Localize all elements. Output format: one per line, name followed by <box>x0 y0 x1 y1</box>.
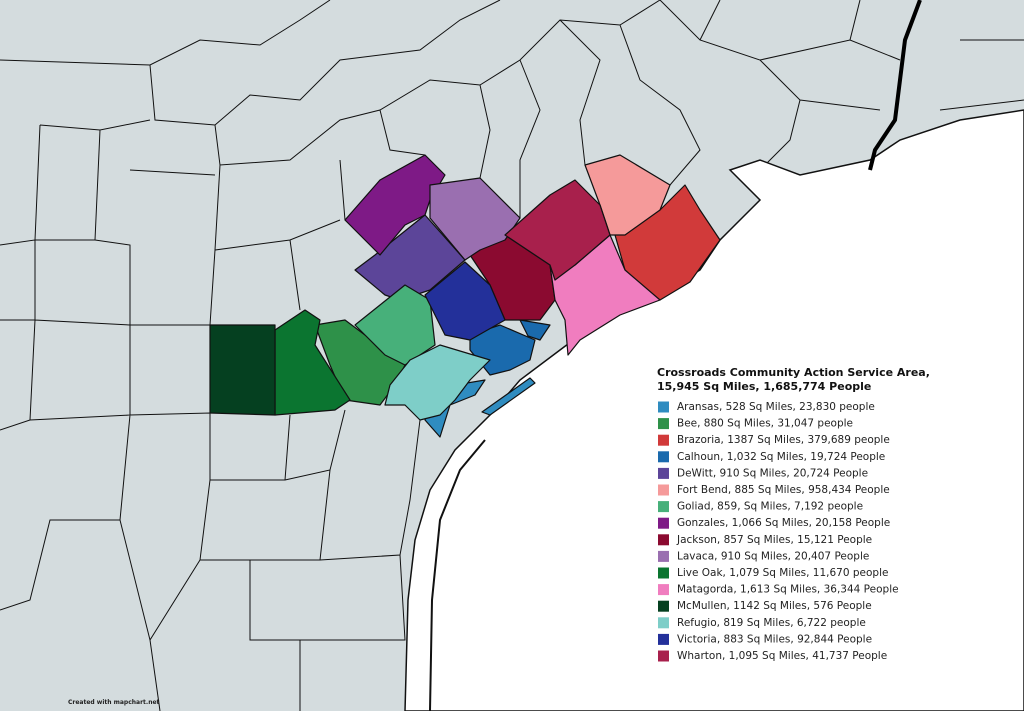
legend-label: Bee, 880 Sq Miles, 31,047 people <box>677 418 853 430</box>
legend-label: Brazoria, 1387 Sq Miles, 379,689 people <box>677 434 890 446</box>
legend-swatch <box>658 484 669 496</box>
legend-swatch <box>658 534 669 546</box>
legend-label: Victoria, 883 Sq Miles, 92,844 People <box>677 633 872 645</box>
legend-label: DeWitt, 910 Sq Miles, 20,724 People <box>677 467 868 479</box>
legend-label: Fort Bend, 885 Sq Miles, 958,434 People <box>677 484 890 496</box>
legend-swatch <box>658 434 669 446</box>
county <box>209 324 276 416</box>
county <box>424 261 506 341</box>
legend-swatch <box>658 584 669 596</box>
legend-title: Crossroads Community Action Service Area… <box>657 366 930 379</box>
legend-label: Wharton, 1,095 Sq Miles, 41,737 People <box>677 650 887 662</box>
legend-label: McMullen, 1142 Sq Miles, 576 People <box>677 600 872 612</box>
legend-label: Refugio, 819 Sq Miles, 6,722 people <box>677 617 866 629</box>
legend-swatch <box>658 418 669 430</box>
legend-title: 15,945 Sq Miles, 1,685,774 People <box>657 380 871 393</box>
barrier-island <box>429 439 486 711</box>
legend-swatch <box>658 567 669 579</box>
legend-label: Live Oak, 1,079 Sq Miles, 11,670 people <box>677 567 888 579</box>
county <box>504 179 611 281</box>
county <box>481 377 536 416</box>
county <box>429 177 521 261</box>
county <box>274 309 351 416</box>
legend-swatch <box>658 633 669 645</box>
legend-swatch <box>658 517 669 529</box>
legend-swatch <box>658 600 669 612</box>
county <box>519 319 551 341</box>
legend-label: Goliad, 859, Sq Miles, 7,192 people <box>677 501 863 513</box>
legend-swatch <box>658 501 669 513</box>
legend-swatch <box>658 617 669 629</box>
legend-label: Calhoun, 1,032 Sq Miles, 19,724 People <box>677 451 885 463</box>
legend-swatch <box>658 451 669 463</box>
county <box>354 284 436 366</box>
legend-label: Gonzales, 1,066 Sq Miles, 20,158 People <box>677 517 890 529</box>
legend-swatch <box>658 401 669 413</box>
legend-swatch <box>658 550 669 562</box>
legend-label: Matagorda, 1,613 Sq Miles, 36,344 People <box>677 584 899 596</box>
legend-label: Jackson, 857 Sq Miles, 15,121 People <box>676 534 872 546</box>
credit: Created with mapchart.net <box>68 699 160 706</box>
county <box>384 344 491 421</box>
legend-swatch <box>658 467 669 479</box>
service-counties <box>209 154 721 438</box>
legend: Aransas, 528 Sq Miles, 23,830 people Bee,… <box>658 401 899 662</box>
legend-label: Lavaca, 910 Sq Miles, 20,407 People <box>677 550 869 562</box>
legend-swatch <box>658 650 669 662</box>
legend-label: Aransas, 528 Sq Miles, 23,830 people <box>677 401 875 413</box>
state-border <box>868 0 922 171</box>
